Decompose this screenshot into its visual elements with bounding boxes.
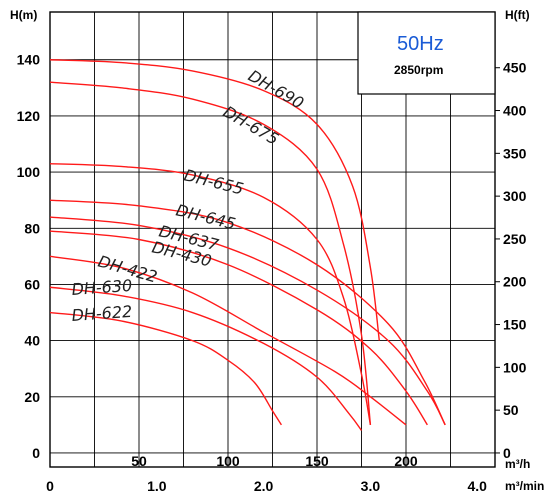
- x-bottom-tick-label: 1.0: [147, 478, 167, 494]
- y-right-tick-label: 450: [503, 60, 527, 76]
- y-left-axis-title: H(m): [10, 8, 37, 22]
- series-line-dh-637: [49, 216, 446, 426]
- series-line-dh-690: [49, 59, 380, 341]
- x-top-tick-label: 50: [131, 453, 147, 469]
- series-line-dh-630: [49, 286, 363, 431]
- series-line-dh-430: [49, 230, 428, 426]
- frequency-label: 50Hz: [397, 33, 444, 55]
- series-line-dh-645: [49, 199, 446, 426]
- x-top-tick-label: 100: [216, 453, 240, 469]
- y-left-tick-label: 20: [24, 389, 40, 405]
- x-bottom-tick-label: 2.0: [254, 478, 274, 494]
- series-label-dh-622: DH-622: [71, 302, 133, 325]
- y-right-tick-label: 350: [503, 145, 527, 161]
- y-left-tick-label: 120: [17, 108, 41, 124]
- y-right-tick-label: 400: [503, 103, 527, 119]
- curve-group: [49, 59, 446, 431]
- y-left-tick-label: 40: [24, 333, 40, 349]
- series-label-dh-690: DH-690: [245, 66, 307, 113]
- series-line-dh-675: [49, 81, 372, 425]
- x-bottom-axis-title: m³/min: [505, 479, 544, 493]
- y-right-tick-label: 150: [503, 317, 527, 333]
- y-right-tick-label: 250: [503, 231, 527, 247]
- legend-box: [357, 11, 496, 95]
- series-line-dh-622: [49, 311, 282, 426]
- y-right-tick-label: 50: [503, 402, 519, 418]
- series-label-dh-655: DH-655: [182, 165, 245, 198]
- x-top-tick-label: 200: [394, 453, 418, 469]
- series-line-dh-422: [49, 255, 407, 426]
- y-left-tick-label: 100: [17, 164, 41, 180]
- y-right-tick-label: 200: [503, 274, 527, 290]
- y-right-tick-label: 300: [503, 188, 527, 204]
- y-left-tick-label: 0: [32, 445, 40, 461]
- x-top-axis-title: m³/h: [505, 457, 530, 471]
- tick-labels: 0 20 40 60 80 100 120 140 0 50 100 150 200 250 300 350 4…: [17, 52, 527, 494]
- x-bottom-tick-label: 4.0: [467, 478, 487, 494]
- y-right-tick-label: 0: [503, 445, 511, 461]
- y-right-tick-label: 100: [503, 359, 527, 375]
- series-line-dh-655: [49, 162, 372, 425]
- speed-label: 2850rpm: [394, 63, 443, 77]
- y-left-tick-label: 80: [24, 220, 40, 236]
- y-left-tick-label: 140: [17, 52, 41, 68]
- y-right-axis-title: H(ft): [505, 8, 530, 22]
- x-top-tick-label: 150: [305, 453, 329, 469]
- x-bottom-tick-label: 3.0: [361, 478, 381, 494]
- y-left-tick-label: 60: [24, 276, 40, 292]
- x-bottom-tick-label: 0: [46, 478, 54, 494]
- curve-labels: DH-690DH-675DH-655DH-645DH-637DH-430DH-4…: [71, 66, 307, 325]
- series-label-dh-630: DH-630: [71, 276, 133, 299]
